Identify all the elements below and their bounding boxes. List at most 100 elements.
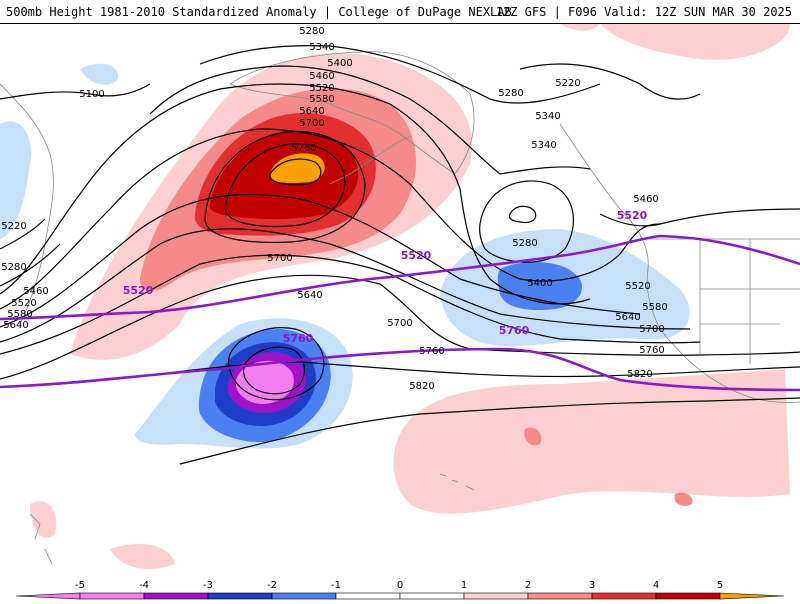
colorbar-tick-label: -1 xyxy=(331,580,341,591)
contour-label-text: 5280 xyxy=(299,26,324,37)
contour-label: 5640 xyxy=(3,320,28,331)
contour-5220 xyxy=(519,63,701,100)
coast-aleutians xyxy=(329,135,411,185)
contour-label: 5700 xyxy=(639,324,664,335)
weather-map: 5280534054005460552055805640570057605100… xyxy=(0,24,800,569)
contour-label: 5820 xyxy=(627,369,652,380)
contour-label: 5280 xyxy=(498,88,523,99)
anom-pos1-sw-patch-2 xyxy=(110,544,175,569)
colorbar-tick-label: 2 xyxy=(525,580,531,591)
contour-label-text: 5520 xyxy=(11,298,36,309)
contour-label: 5280 xyxy=(1,262,26,273)
contour-label-text: 5820 xyxy=(409,381,434,392)
highlight-labels: 5520 5520 5520 5760 5760 xyxy=(123,209,648,345)
contour-label: 5640 xyxy=(299,106,324,117)
contour-label-text: 5460 xyxy=(309,71,334,82)
contour-label-text: 5280 xyxy=(512,238,537,249)
contour-low-inner xyxy=(508,205,537,224)
colorbar-svg: -5 -4 -3 -2 -1 0 1 2 3 4 5 xyxy=(15,580,785,600)
contour-label-text: 5520 xyxy=(625,281,650,292)
contour-label-text: 5640 xyxy=(297,290,322,301)
contour-west-5220 xyxy=(0,218,46,250)
contour-label: 5700 xyxy=(267,253,292,264)
colorbar-tick-label: 4 xyxy=(653,580,659,591)
highlight-5760 xyxy=(0,347,800,392)
anom-neg1-nw xyxy=(80,63,119,85)
anom-neg2-trough xyxy=(497,262,583,311)
colorbar-segment xyxy=(143,592,209,600)
contour-5100 xyxy=(0,83,151,100)
colorbar-tick-label: 0 xyxy=(397,580,403,591)
colorbar-tick-label: -3 xyxy=(203,580,213,591)
coast-hawaii xyxy=(439,473,475,491)
colorbar-tick-label: 1 xyxy=(461,580,467,591)
highlight-contour-label: 5520 xyxy=(617,209,648,222)
contour-label: 5760 xyxy=(291,143,316,154)
contour-label-text: 5340 xyxy=(531,140,556,151)
contour-5760-ridge xyxy=(269,158,322,186)
highlight-contour-label: 5520 xyxy=(401,249,432,262)
contour-label-text: 5220 xyxy=(1,221,26,232)
height-contours xyxy=(0,44,800,465)
contour-label-text: 5700 xyxy=(639,324,664,335)
coastlines xyxy=(0,51,800,565)
colorbar-segment xyxy=(399,592,465,600)
contour-label-text: 5580 xyxy=(309,94,334,105)
anom-pos1-north xyxy=(600,24,790,60)
contour-label-text: 5640 xyxy=(299,106,324,117)
contour-label-text: 5760 xyxy=(639,345,664,356)
contour-label-text: 5760 xyxy=(419,346,444,357)
map-title: 500mb Height 1981-2010 Standardized Anom… xyxy=(6,5,512,19)
anomaly-colorbar: -5 -4 -3 -2 -1 0 1 2 3 4 5 xyxy=(0,576,800,600)
colorbar-segment xyxy=(655,592,721,600)
contour-cutoff-5580 xyxy=(242,346,306,395)
contour-label: 5700 xyxy=(299,118,324,129)
contour-label: 5760 xyxy=(639,345,664,356)
contour-west-5280 xyxy=(0,243,61,287)
highlight-contours xyxy=(0,234,800,392)
contour-5400 xyxy=(0,83,591,305)
coast-pnw xyxy=(559,123,800,403)
coast-philippines xyxy=(29,513,53,565)
coast-alaska xyxy=(229,51,475,175)
contour-label: 5520 xyxy=(625,281,650,292)
contour-label: 5580 xyxy=(309,94,334,105)
contour-5340 xyxy=(149,65,591,175)
colorbar-segment xyxy=(335,592,401,600)
contour-label: 5640 xyxy=(297,290,322,301)
highlight-contour-label: 5760 xyxy=(283,332,314,345)
contour-label-text: 5520 xyxy=(309,83,334,94)
border-states xyxy=(699,239,800,364)
contour-label: 5520 xyxy=(11,298,36,309)
contour-label-text: 5700 xyxy=(299,118,324,129)
colorbar-tick-label: -2 xyxy=(267,580,277,591)
contour-label: 5400 xyxy=(327,58,352,69)
contour-label: 5760 xyxy=(419,346,444,357)
contour-label-text: 5400 xyxy=(527,278,552,289)
contour-label: 5820 xyxy=(409,381,434,392)
contour-label: 5460 xyxy=(633,194,658,205)
colorbar-tick-label: 5 xyxy=(717,580,723,591)
contour-label-text: 5580 xyxy=(7,309,32,320)
contour-5640-mid xyxy=(0,254,701,355)
contour-label: 5400 xyxy=(527,278,552,289)
colorbar-segment xyxy=(207,592,273,600)
contour-label: 5340 xyxy=(531,140,556,151)
map-header: 500mb Height 1981-2010 Standardized Anom… xyxy=(0,0,800,24)
contour-5700-mid xyxy=(0,274,800,380)
contour-label: 5100 xyxy=(79,89,104,100)
contour-label-text: 5340 xyxy=(535,111,560,122)
anom-pos1-small-north xyxy=(560,24,600,31)
contour-labels: 5280534054005460552055805640570057605100… xyxy=(1,26,667,392)
contour-label: 5220 xyxy=(555,78,580,89)
coast-asia xyxy=(0,83,54,325)
contour-label: 5640 xyxy=(615,312,640,323)
colorbar-segment xyxy=(591,592,657,600)
contour-label-text: 5220 xyxy=(555,78,580,89)
anom-pos1-subtropical xyxy=(393,369,790,514)
contour-label-text: 5280 xyxy=(498,88,523,99)
contour-label-text: 5640 xyxy=(615,312,640,323)
highlight-contour-label: 5760 xyxy=(499,324,530,337)
contour-label-text: 5820 xyxy=(627,369,652,380)
contour-5580-mid xyxy=(0,228,691,343)
